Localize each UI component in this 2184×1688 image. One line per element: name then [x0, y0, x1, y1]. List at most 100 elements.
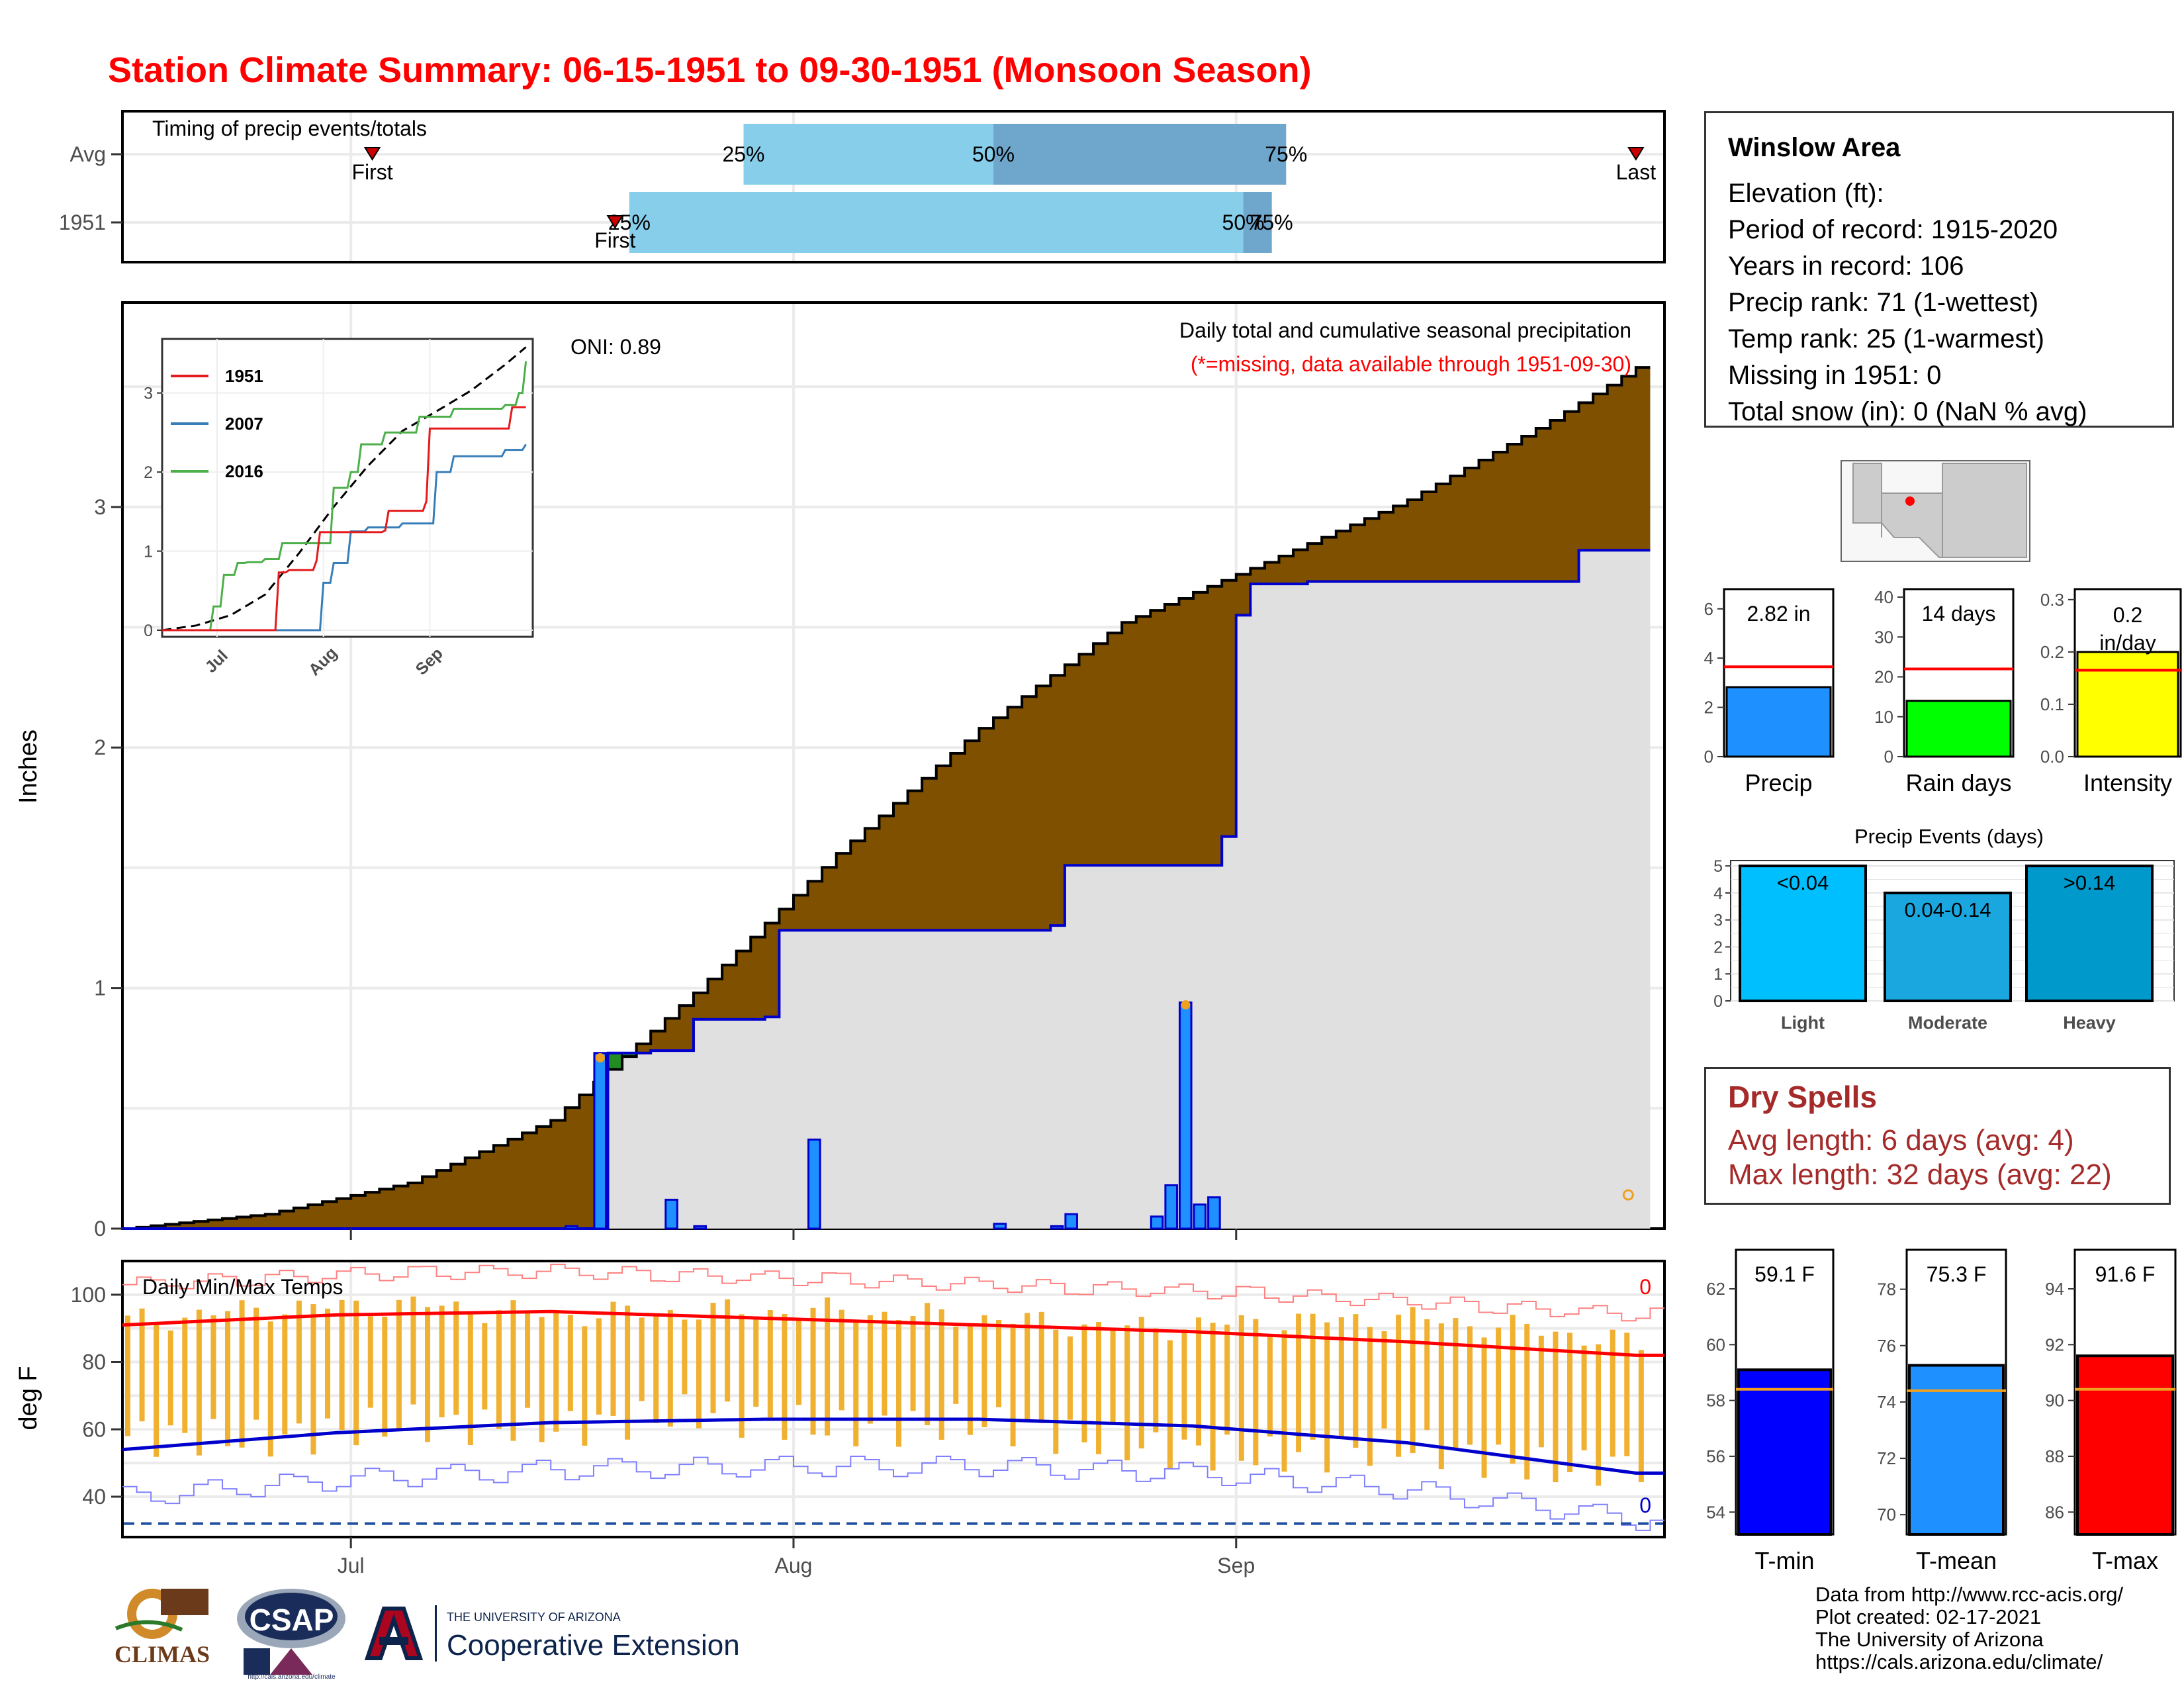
daily-temp-bar	[981, 1315, 987, 1428]
oni-value: ONI: 0.89	[570, 335, 661, 359]
daily-temp-bar	[367, 1316, 373, 1408]
precip-max-marker	[595, 1053, 605, 1063]
temp-panel-title: Daily Min/Max Temps	[142, 1275, 343, 1299]
daily-temp-bar	[325, 1308, 331, 1419]
event-bar-label: <0.04	[1777, 871, 1829, 894]
daily-temp-bar	[853, 1322, 859, 1446]
daily-temp-bar	[882, 1311, 887, 1416]
summary-tick-label: 30	[1874, 627, 1893, 647]
daily-temp-bar	[1167, 1340, 1173, 1470]
precip-y-tick-label: 1	[94, 976, 106, 1000]
daily-temp-bar	[439, 1305, 445, 1418]
daily-temp-bar	[1638, 1350, 1644, 1483]
temp-summary-label-0: T-min	[1755, 1547, 1815, 1574]
event-category-label: Moderate	[1908, 1013, 1987, 1033]
summary-bar-0	[1725, 686, 1832, 758]
temp-summary-tick-label: 76	[1877, 1336, 1896, 1356]
timing-label-50: 50%	[1222, 211, 1265, 234]
daily-temp-bar	[482, 1323, 488, 1410]
daily-temp-bar	[310, 1304, 316, 1455]
temp-summary-tick-label: 90	[2045, 1391, 2064, 1411]
dry-spells-title: Dry Spells	[1728, 1080, 1877, 1114]
timing-marker	[1627, 147, 1645, 161]
summary-tick-label: 0.0	[2040, 747, 2064, 767]
daily-temp-bar	[539, 1317, 545, 1442]
daily-temp-bar	[353, 1300, 359, 1446]
temp-x-tick-label: Aug	[775, 1554, 813, 1577]
daily-temp-bar	[1553, 1331, 1559, 1483]
daily-temp-bar	[339, 1299, 345, 1430]
events-tick-label: 0	[1713, 992, 1723, 1011]
daily-temp-bar	[1310, 1313, 1316, 1440]
temp-summary-value-0: 59.1 F	[1754, 1262, 1815, 1286]
precip-panel-title: Daily total and cumulative seasonal prec…	[1179, 318, 1631, 342]
record-max-line	[122, 1264, 1664, 1322]
timing-title: Timing of precip events/totals	[152, 117, 427, 140]
daily-temp-bar	[767, 1310, 773, 1418]
daily-temp-bar	[582, 1326, 588, 1446]
summary-tick-label: 0.1	[2040, 694, 2064, 714]
daily-temp-bar	[1381, 1331, 1387, 1429]
daily-temp-bar	[667, 1309, 673, 1427]
daily-temp-bar	[1210, 1323, 1216, 1471]
events-tick-label: 1	[1713, 965, 1723, 984]
daily-precip-bar	[993, 1223, 1007, 1230]
summary-label-1: Rain days	[1905, 769, 2011, 796]
daily-temp-bar	[739, 1314, 745, 1438]
daily-precip-bar	[807, 1139, 821, 1230]
events-title: Precip Events (days)	[1854, 825, 2044, 848]
timing-row-label-year: 1951	[59, 211, 106, 234]
summary-tick-label: 2	[1704, 698, 1713, 718]
timing-label-25: 25%	[722, 142, 764, 166]
daily-temp-bar	[567, 1315, 573, 1411]
daily-temp-bar	[1338, 1317, 1344, 1438]
temp-summary-tick-label: 92	[2045, 1335, 2064, 1354]
daily-temp-bar	[1424, 1319, 1430, 1430]
summary-tick-label: 0.2	[2040, 642, 2064, 662]
timing-marker	[363, 147, 381, 161]
daily-temp-bar	[953, 1327, 959, 1404]
station-years: Years in record: 106	[1728, 252, 1964, 281]
location-map	[1841, 460, 2030, 562]
daily-temp-bar	[825, 1297, 831, 1436]
summary-tick-label: 0	[1884, 747, 1893, 767]
csap-logo: CSAP http://cals.arizona.edu/climate	[230, 1582, 349, 1681]
precip-marker	[1622, 1189, 1634, 1201]
daily-temp-bar	[938, 1309, 944, 1440]
temp-y-tick-label: 40	[82, 1485, 106, 1509]
temp-summary-tick-label: 94	[2045, 1279, 2064, 1299]
temp-max-count: 0	[1639, 1275, 1651, 1299]
daily-temp-bar	[625, 1305, 631, 1440]
inset-y-tick-label: 0	[144, 622, 153, 640]
station-period: Period of record: 1915-2020	[1728, 215, 2058, 244]
daily-temp-bar	[1053, 1329, 1059, 1454]
temp-x-tick-label: Sep	[1217, 1554, 1255, 1577]
daily-temp-bar	[1138, 1317, 1144, 1449]
daily-precip-bar	[693, 1225, 707, 1230]
precip-panel-subtitle: (*=missing, data available through 1951-…	[1191, 352, 1631, 376]
daily-precip-bar	[1150, 1215, 1164, 1230]
daily-temp-bar	[782, 1313, 788, 1440]
station-temp-rank: Temp rank: 25 (1-warmest)	[1728, 324, 2044, 353]
daily-temp-bar	[496, 1310, 502, 1429]
daily-temp-bar	[553, 1311, 559, 1432]
temp-summary-tick-label: 54	[1706, 1502, 1725, 1522]
temp-y-axis-title: deg F	[15, 1366, 42, 1430]
event-bar-label: 0.04-0.14	[1905, 898, 1991, 921]
station-location-marker	[1905, 496, 1915, 506]
station-name: Winslow Area	[1728, 133, 1901, 162]
daily-temp-bar	[1610, 1329, 1615, 1457]
temp-summary-bar-0	[1737, 1368, 1832, 1536]
normal-max-line	[122, 1309, 1664, 1357]
daily-temp-bar	[639, 1317, 645, 1401]
daily-precip-bar	[1193, 1203, 1207, 1230]
daily-temp-bar	[1110, 1330, 1116, 1424]
daily-precip-bar	[1207, 1196, 1221, 1230]
event-bar-label: >0.14	[2064, 871, 2115, 894]
summary-tick-label: 20	[1874, 667, 1893, 687]
timing-bar-50-75	[1243, 192, 1272, 253]
daily-temp-bar	[1324, 1322, 1330, 1473]
inset-legend-label: 2007	[225, 414, 263, 434]
summary-tick-label: 4	[1704, 648, 1713, 668]
daily-temp-bar	[182, 1317, 188, 1433]
